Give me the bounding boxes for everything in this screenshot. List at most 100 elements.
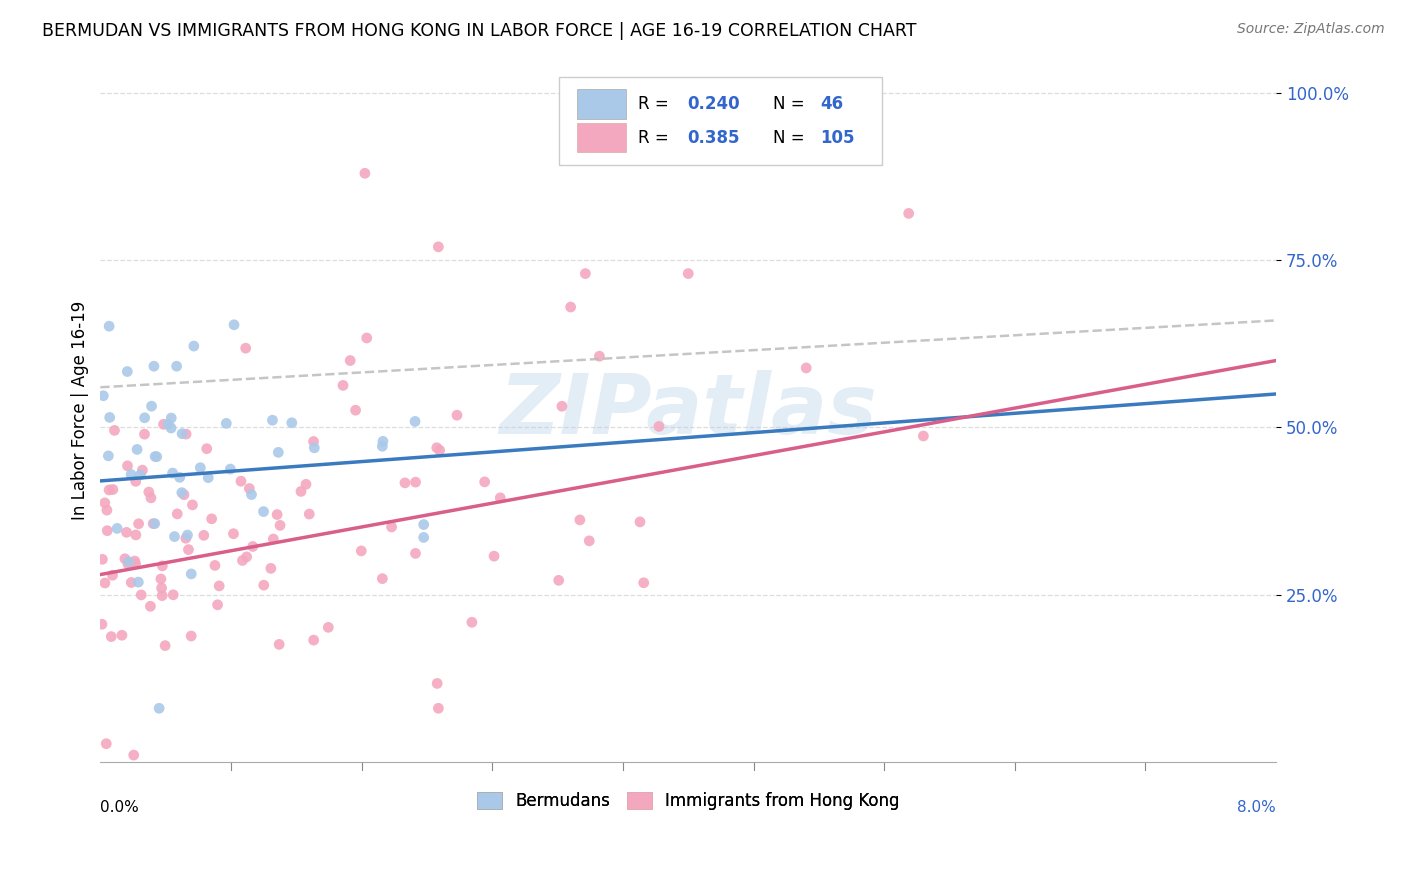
Point xyxy=(371,434,394,449)
Point xyxy=(354,166,377,180)
Point xyxy=(150,589,173,603)
Point xyxy=(180,566,202,581)
Text: 46: 46 xyxy=(820,95,844,112)
Point xyxy=(371,572,394,586)
Point xyxy=(91,389,114,403)
Point xyxy=(912,429,935,443)
Point xyxy=(207,598,229,612)
Point xyxy=(98,410,121,425)
Point xyxy=(127,575,149,590)
Point xyxy=(181,498,204,512)
Point xyxy=(547,574,569,588)
Point xyxy=(253,578,276,592)
Point xyxy=(117,555,139,569)
Point xyxy=(204,558,226,573)
Point xyxy=(143,516,166,531)
Point xyxy=(676,267,699,281)
Point xyxy=(290,484,312,499)
Point xyxy=(304,441,326,455)
Point xyxy=(150,581,173,595)
Point xyxy=(115,525,138,540)
Point xyxy=(98,483,121,497)
Point xyxy=(117,364,139,378)
Point xyxy=(260,561,283,575)
Point xyxy=(371,439,394,453)
Point xyxy=(176,528,198,542)
Text: Source: ZipAtlas.com: Source: ZipAtlas.com xyxy=(1237,22,1385,37)
Point xyxy=(129,467,152,482)
Point xyxy=(162,466,184,480)
Point xyxy=(172,426,194,441)
Text: ZIPatlas: ZIPatlas xyxy=(499,370,877,451)
Point xyxy=(139,599,162,614)
Text: 105: 105 xyxy=(820,128,855,146)
Point xyxy=(269,637,291,651)
Point xyxy=(150,558,173,573)
Text: BERMUDAN VS IMMIGRANTS FROM HONG KONG IN LABOR FORCE | AGE 16-19 CORRELATION CHA: BERMUDAN VS IMMIGRANTS FROM HONG KONG IN… xyxy=(42,22,917,40)
Point xyxy=(794,360,817,375)
Point xyxy=(134,427,156,442)
Point xyxy=(152,417,174,432)
FancyBboxPatch shape xyxy=(576,123,626,153)
Point xyxy=(188,460,211,475)
Point xyxy=(551,399,574,413)
Point xyxy=(405,546,427,560)
Point xyxy=(98,319,121,334)
Point xyxy=(134,410,156,425)
Point xyxy=(148,701,170,715)
Point xyxy=(157,417,180,432)
Point xyxy=(94,496,117,510)
Y-axis label: In Labor Force | Age 16-19: In Labor Force | Age 16-19 xyxy=(72,301,89,520)
Point xyxy=(124,557,146,571)
Point xyxy=(174,427,197,442)
Point xyxy=(208,579,231,593)
Point xyxy=(262,413,284,427)
Point xyxy=(197,470,219,484)
Point xyxy=(166,359,188,374)
Point xyxy=(578,533,600,548)
Point xyxy=(160,421,183,435)
Point xyxy=(316,620,339,634)
FancyBboxPatch shape xyxy=(576,89,626,119)
Point xyxy=(298,507,321,521)
Point xyxy=(101,483,124,497)
Point xyxy=(231,553,253,567)
Point xyxy=(489,491,512,505)
Point xyxy=(97,449,120,463)
Point xyxy=(633,575,655,590)
Point xyxy=(120,575,142,590)
Point xyxy=(568,513,591,527)
Text: 8.0%: 8.0% xyxy=(1237,800,1277,815)
Point xyxy=(381,520,404,534)
Point xyxy=(229,474,252,488)
Point xyxy=(281,416,304,430)
Point xyxy=(235,341,257,355)
Point xyxy=(170,485,193,500)
Point xyxy=(125,528,148,542)
Point xyxy=(238,482,260,496)
Point xyxy=(125,475,148,489)
Point xyxy=(339,353,361,368)
Point xyxy=(344,403,367,417)
Point xyxy=(180,629,202,643)
Point xyxy=(142,516,165,531)
Point xyxy=(90,617,112,632)
Text: R =: R = xyxy=(638,128,668,146)
Point xyxy=(295,477,318,491)
Point xyxy=(117,458,139,473)
Point xyxy=(350,544,373,558)
Point xyxy=(560,300,582,314)
Point xyxy=(153,639,176,653)
Point xyxy=(266,508,288,522)
Text: 0.0%: 0.0% xyxy=(100,800,139,815)
Text: R =: R = xyxy=(638,95,668,112)
Point xyxy=(173,488,195,502)
Point xyxy=(101,568,124,582)
Point xyxy=(394,475,416,490)
Point xyxy=(193,528,215,542)
Point xyxy=(215,417,238,431)
Point xyxy=(222,318,245,332)
Point xyxy=(235,549,257,564)
Point xyxy=(162,588,184,602)
Point xyxy=(145,450,167,464)
